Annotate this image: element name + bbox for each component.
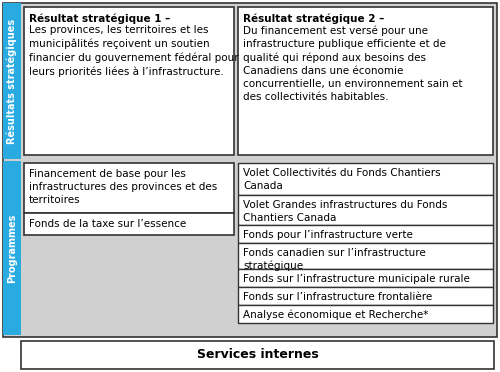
Text: Analyse économique et Recherche*: Analyse économique et Recherche*: [243, 310, 428, 321]
Text: Fonds canadien sur l’infrastructure
stratégique: Fonds canadien sur l’infrastructure stra…: [243, 248, 426, 272]
Bar: [238, 243, 493, 269]
Text: Services internes: Services internes: [196, 349, 318, 362]
Text: Fonds de la taxe sur l’essence: Fonds de la taxe sur l’essence: [29, 219, 186, 229]
Text: Les provinces, les territoires et les
municipâlités reçoivent un soutien
financi: Les provinces, les territoires et les mu…: [29, 25, 238, 77]
Bar: [3, 3, 497, 337]
Text: Financement de base pour les
infrastructures des provinces et des
territoires: Financement de base pour les infrastruct…: [29, 169, 217, 205]
Bar: [238, 305, 493, 323]
Text: Programmes: Programmes: [7, 213, 17, 283]
Bar: [238, 225, 493, 243]
Text: Du financement est versé pour une
infrastructure publique efficiente et de
quali: Du financement est versé pour une infras…: [243, 25, 462, 102]
Bar: [3, 161, 21, 335]
Bar: [238, 269, 493, 287]
Text: Fonds sur l’infrastructure municipale rurale: Fonds sur l’infrastructure municipale ru…: [243, 274, 470, 284]
Bar: [238, 163, 493, 195]
Bar: [238, 287, 493, 305]
Bar: [21, 341, 494, 369]
Text: Volet Grandes infrastructures du Fonds
Chantiers Canada: Volet Grandes infrastructures du Fonds C…: [243, 200, 448, 223]
Bar: [24, 7, 234, 155]
Bar: [24, 213, 234, 235]
Bar: [3, 3, 21, 159]
Text: Résultat stratégique 1 –: Résultat stratégique 1 –: [29, 13, 170, 23]
Text: Résultat stratégique 2 –: Résultat stratégique 2 –: [243, 13, 384, 23]
Bar: [238, 195, 493, 225]
Text: Volet Collectivités du Fonds Chantiers
Canada: Volet Collectivités du Fonds Chantiers C…: [243, 168, 440, 191]
Text: Fonds pour l’infrastructure verte: Fonds pour l’infrastructure verte: [243, 230, 413, 240]
Text: Fonds sur l’infrastructure frontalière: Fonds sur l’infrastructure frontalière: [243, 292, 432, 302]
Text: Résultats stratégiques: Résultats stratégiques: [6, 19, 18, 144]
Bar: [238, 7, 493, 155]
Bar: [24, 163, 234, 213]
